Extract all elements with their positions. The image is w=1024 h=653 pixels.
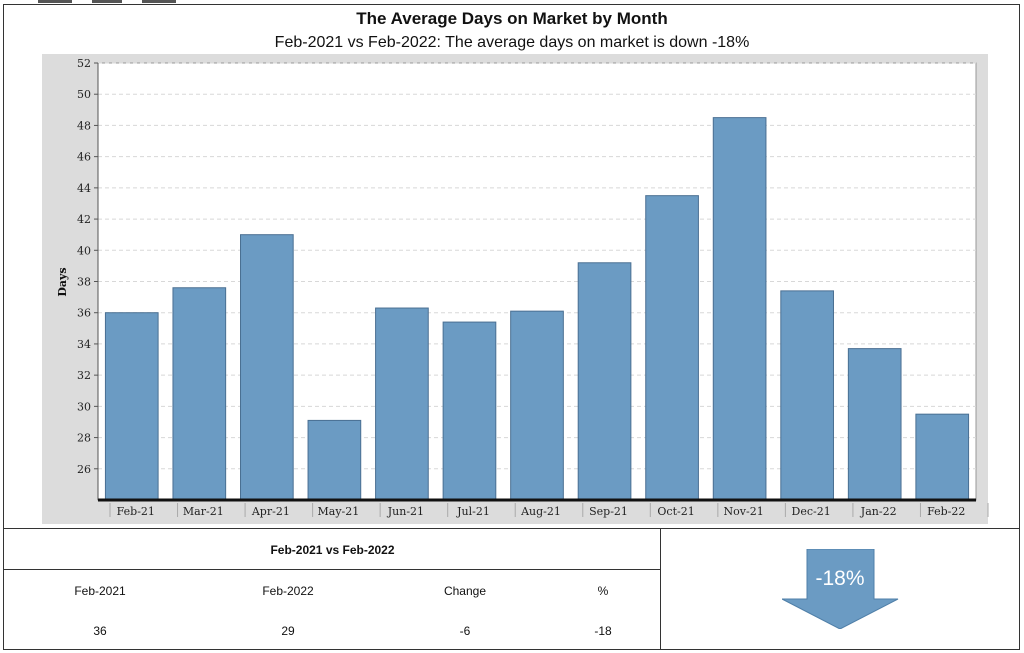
y-tick-label: 32 [77,369,91,382]
chart-title: The Average Days on Market by Month [356,9,668,28]
header-percent: % [597,584,609,598]
comparison-title: Feb-2021 vs Feb-2022 [270,543,395,557]
x-tick-label: Apr-21 [251,505,290,518]
indicator-panel [661,528,1019,649]
x-tick-label: Feb-22 [927,505,965,518]
bar [577,262,632,501]
value-feb-2021: 36 [93,624,107,638]
y-tick-label: 46 [77,151,91,164]
y-tick-label: 42 [77,213,91,226]
comparison-divider [4,569,661,570]
bar [510,310,564,501]
y-tick-label: 48 [77,119,91,132]
y-tick-label: 44 [77,182,91,195]
x-tick-label: Dec-21 [792,505,831,518]
x-tick-label: Feb-21 [117,505,155,518]
down-arrow-icon: -18% [782,549,902,629]
bar [780,290,834,501]
y-tick-label: 26 [77,463,91,476]
header-change: Change [443,584,487,598]
x-tick-label: Jan-22 [860,505,897,518]
y-tick-label: 28 [77,432,91,445]
y-tick-label: 40 [77,244,91,257]
comparison-table: Feb-2021 vs Feb-2022 Feb-2021 Feb-2022 C… [4,528,661,649]
y-tick-label: 50 [77,88,91,101]
y-tick-label: 30 [77,400,91,413]
x-tick-label: Nov-21 [724,505,764,518]
report-frame [3,4,1020,650]
x-tick-label: Mar-21 [183,505,224,518]
x-tick-label: May-21 [318,505,360,518]
chart-subtitle: Feb-2021 vs Feb-2022: The average days o… [274,34,750,51]
indicator-label: -18% [815,567,865,590]
bar [645,195,699,501]
bar [442,321,497,501]
x-tick-label: Jul-21 [456,505,490,518]
bar [240,234,294,501]
bar [104,312,159,501]
value-feb-2022: 29 [281,624,295,638]
header-feb-2021: Feb-2021 [74,584,126,598]
y-tick-label: 38 [77,276,91,289]
bar [307,419,362,501]
header-feb-2022: Feb-2022 [262,584,314,598]
x-tick-label: Jun-21 [387,505,424,518]
bar [915,413,970,501]
bar [847,348,902,501]
y-axis-label: Days [56,267,69,296]
y-tick-label: 34 [77,338,91,351]
x-tick-label: Sep-21 [589,505,628,518]
value-change: -6 [459,624,471,638]
bar-chart: 26 28 30 32 34 36 38 40 42 44 46 48 50 52 Days Feb-21 Ma… [56,57,989,518]
x-tick-label: Aug-21 [520,505,561,518]
top-edge-marks [38,0,178,3]
bar [375,307,429,501]
bar [172,287,227,501]
y-tick-label: 52 [77,57,91,70]
value-percent: -18 [594,624,612,638]
x-tick-label: Oct-21 [657,505,694,518]
bar [712,117,767,501]
y-tick-label: 36 [77,307,91,320]
